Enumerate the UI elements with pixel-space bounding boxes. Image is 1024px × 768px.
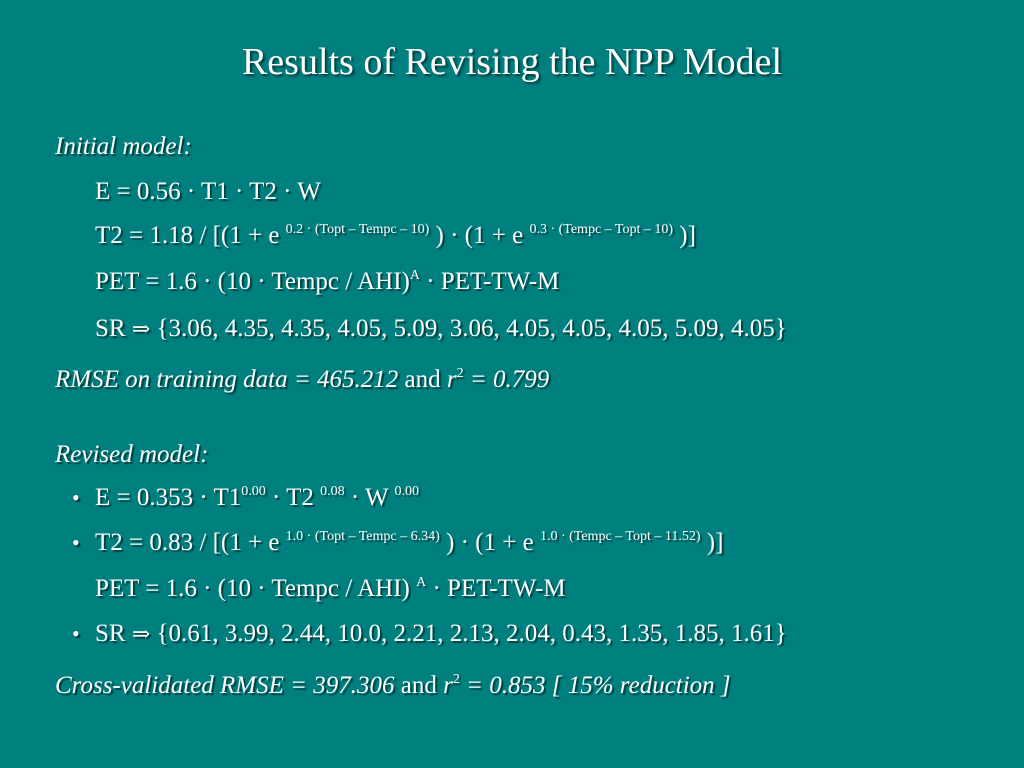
initial-pet-part2: · PET-TW-M	[419, 268, 560, 295]
revised-t2-part3: )]	[700, 529, 724, 556]
revised-pet-equation: PET = 1.6 · (10 · Tempc / AHI) A · PET-T…	[95, 575, 566, 603]
revised-e-equation: E = 0.353 · T10.00 · T2 0.08 · W 0.00	[95, 484, 419, 512]
revised-e-exponent1: 0.00	[241, 484, 266, 499]
initial-t2-equation: T2 = 1.18 / [(1 + e 0.2 · (Topt – Tempc …	[95, 222, 696, 250]
initial-r-exponent: 2	[456, 366, 464, 381]
cv-r2-value: = 0.853 [ 15% reduction ]	[459, 672, 731, 699]
initial-t2-exponent2: 0.3 · (Tempc – Topt – 10)	[529, 222, 674, 237]
initial-model-heading: Initial model:	[55, 133, 192, 160]
initial-pet-part1: PET = 1.6 · (10 · Tempc / AHI)	[95, 268, 410, 295]
revised-e-exponent2: 0.08	[320, 484, 345, 499]
cross-validated-rmse-line: Cross-validated RMSE = 397.306 and r2 = …	[55, 672, 731, 700]
revised-t2-exponent2: 1.0 · (Tempc – Topt – 11.52)	[539, 529, 701, 544]
initial-t2-part3: )]	[673, 222, 696, 249]
revised-pet-exponent: A	[416, 575, 427, 590]
initial-r-symbol: r	[446, 366, 457, 393]
revised-sr-values: SR ⇒ {0.61, 3.99, 2.44, 10.0, 2.21, 2.13…	[95, 620, 787, 648]
initial-t2-exponent1: 0.2 · (Topt – Tempc – 10)	[285, 222, 430, 237]
initial-sr-list: {3.06, 4.35, 4.35, 4.05, 5.09, 3.06, 4.0…	[150, 315, 787, 342]
revised-t2-part1: T2 = 0.83 / [(1 + e	[95, 529, 286, 556]
revised-pet-part2: · PET-TW-M	[426, 575, 566, 602]
initial-pet-exponent: A	[409, 268, 420, 283]
revised-e-part2: · T2	[265, 484, 321, 511]
revised-e-part3: · W	[344, 484, 395, 511]
initial-rmse-text: RMSE on training data = 465.212	[55, 366, 399, 393]
revised-t2-part2: ) · (1 + e	[439, 529, 540, 556]
initial-sr-values: SR ⇒ {3.06, 4.35, 4.35, 4.05, 5.09, 3.06…	[95, 315, 787, 343]
revised-e-part1: E = 0.353 · T1	[95, 484, 242, 511]
initial-r2-value: = 0.799	[463, 366, 550, 393]
initial-t2-part1: T2 = 1.18 / [(1 + e	[95, 222, 286, 249]
cv-rmse-text: Cross-validated RMSE = 397.306	[55, 672, 395, 699]
revised-t2-equation: T2 = 0.83 / [(1 + e 1.0 · (Topt – Tempc …	[95, 529, 723, 557]
implies-arrow-icon: ⇒	[131, 317, 151, 342]
initial-t2-part2: ) · (1 + e	[429, 222, 530, 249]
bullet-icon: •	[72, 530, 80, 555]
initial-sr-label: SR	[95, 315, 132, 342]
initial-rmse-and: and	[398, 366, 447, 393]
cv-rmse-and: and	[394, 672, 444, 699]
revised-e-exponent3: 0.00	[394, 484, 419, 499]
cv-r-symbol: r	[443, 672, 453, 699]
revised-model-heading: Revised model:	[55, 441, 209, 468]
initial-pet-equation: PET = 1.6 · (10 · Tempc / AHI)A · PET-TW…	[95, 268, 559, 296]
revised-sr-list: {0.61, 3.99, 2.44, 10.0, 2.21, 2.13, 2.0…	[150, 620, 787, 647]
revised-t2-exponent1: 1.0 · (Topt – Tempc – 6.34)	[285, 529, 440, 544]
revised-pet-part1: PET = 1.6 · (10 · Tempc / AHI)	[95, 575, 417, 602]
bullet-icon: •	[72, 485, 80, 510]
slide-title: Results of Revising the NPP Model	[241, 41, 783, 83]
initial-e-equation: E = 0.56 · T1 · T2 · W	[95, 178, 321, 205]
initial-rmse-line: RMSE on training data = 465.212 and r2 =…	[55, 366, 549, 394]
implies-arrow-icon: ⇒	[131, 622, 151, 647]
cv-r-exponent: 2	[452, 672, 460, 687]
revised-sr-label: SR	[95, 620, 132, 647]
bullet-icon: •	[72, 621, 80, 646]
